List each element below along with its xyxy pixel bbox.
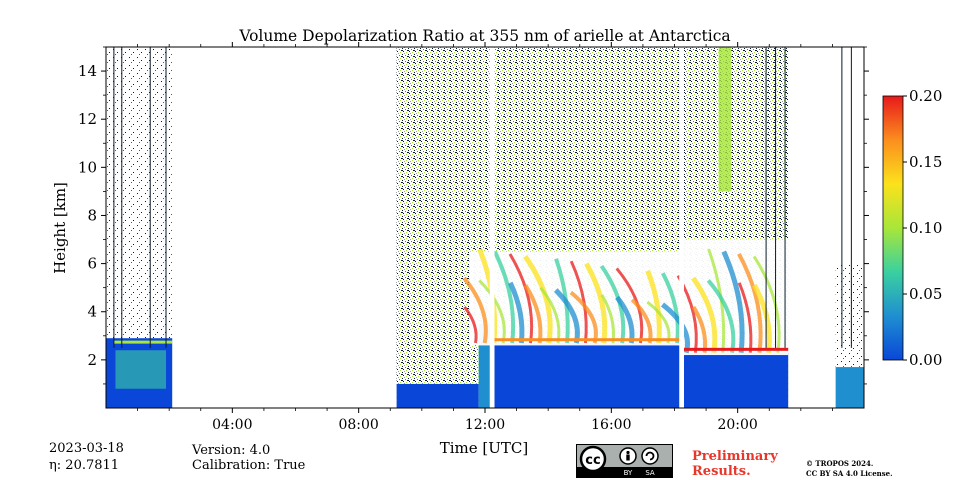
- data-gap-0: [172, 47, 397, 408]
- x-tick-label-20: 20:00: [717, 417, 757, 433]
- aerosol-region-1: [396, 383, 479, 408]
- preliminary-line-2: Results.: [692, 464, 751, 479]
- version-label: Version: 4.0: [192, 443, 271, 458]
- colorbar-tick-label-3: 0.15: [909, 153, 942, 171]
- fall-streak-4: [492, 250, 516, 344]
- y-tick-label-6: 6: [87, 255, 97, 273]
- chart-title: Volume Depolarization Ratio at 355 nm of…: [238, 27, 730, 45]
- colorbar-gradient: [882, 95, 904, 361]
- fall-streak-32: [752, 284, 772, 353]
- data-gap-1: [489, 47, 495, 408]
- copyright-line-2: CC BY SA 4.0 License.: [806, 469, 893, 478]
- aerosol-region-3: [494, 343, 681, 408]
- colorbar-tick-label-2: 0.10: [909, 219, 942, 237]
- fall-streak-5: [508, 281, 525, 344]
- cloud-base-line-1: [494, 338, 681, 342]
- date-label: 2023-03-18: [49, 441, 124, 456]
- y-axis-label: Height [km]: [51, 182, 69, 274]
- fall-streak-29: [721, 250, 745, 353]
- y-tick-label-14: 14: [78, 62, 97, 80]
- plot-area: [105, 46, 865, 409]
- calibration-label: Calibration: True: [192, 458, 306, 473]
- fall-streak-28: [706, 279, 736, 354]
- y-axis: 2 4 6 8 10 12 14: [78, 46, 869, 385]
- preliminary-line-1: Preliminary: [692, 449, 778, 464]
- x-tick-label-8: 08:00: [338, 417, 378, 433]
- cc-icon: [579, 445, 607, 473]
- sa-text: SA: [645, 469, 655, 477]
- y-tick-label-4: 4: [87, 303, 97, 321]
- fall-streaks: [462, 47, 789, 354]
- layer-top-line-early: [113, 340, 173, 344]
- x-axis-label: Time [UTC]: [440, 439, 529, 457]
- fall-streak-6: [508, 253, 534, 344]
- fall-streak-8: [523, 254, 553, 344]
- cloud-base-line-2: [683, 347, 789, 351]
- y-tick-label-8: 8: [87, 206, 97, 224]
- x-tick-label-12: 12:00: [465, 417, 505, 433]
- x-tick-label-16: 16:00: [591, 417, 631, 433]
- fall-streak-14: [584, 262, 608, 344]
- sa-icon: [641, 447, 659, 465]
- y-tick-label-12: 12: [78, 110, 97, 128]
- copyright-line-1: © TROPOS 2024.: [806, 459, 874, 468]
- data-regions: [106, 239, 864, 408]
- fall-streak-20: [645, 269, 662, 344]
- fall-streak-1: [462, 276, 488, 344]
- data-gap-2: [679, 47, 684, 408]
- aerosol-region-4: [683, 352, 789, 408]
- colorbar: 0.00 0.05 0.10 0.15 0.20: [882, 87, 942, 369]
- colorbar-tick-label-4: 0.20: [909, 87, 942, 105]
- fall-streak-12: [569, 260, 588, 344]
- data-gap-3: [800, 47, 836, 408]
- colorbar-ticks: 0.00 0.05 0.10 0.15 0.20: [903, 87, 942, 369]
- high-layer-column: [718, 47, 732, 192]
- fall-streak-26: [691, 276, 718, 354]
- x-axis: 04:00 08:00 12:00 16:00 20:00: [137, 42, 833, 433]
- eta-label: η: 20.7811: [49, 458, 120, 473]
- fall-streak-3: [478, 279, 506, 344]
- data-gaps: [113, 47, 852, 408]
- fall-streak-0: [463, 305, 478, 344]
- y-tick-label-2: 2: [87, 351, 97, 369]
- noise-field-late: [835, 263, 864, 368]
- colorbar-tick-label-1: 0.05: [909, 285, 942, 303]
- fall-streak-7: [523, 284, 543, 344]
- cc-icon-text: cc: [585, 453, 600, 468]
- cc-license-badge: cc BY SA: [576, 444, 673, 478]
- fall-streak-22: [661, 272, 680, 344]
- mixed-layer-early: [115, 350, 167, 389]
- fall-streak-31: [737, 253, 763, 353]
- x-tick-label-4: 04:00: [212, 417, 252, 433]
- by-text: BY: [624, 469, 633, 477]
- colorbar-tick-label-0: 0.00: [909, 351, 942, 369]
- y-tick-label-10: 10: [78, 158, 97, 176]
- fall-streak-30: [737, 282, 753, 353]
- aerosol-region-5: [835, 367, 864, 408]
